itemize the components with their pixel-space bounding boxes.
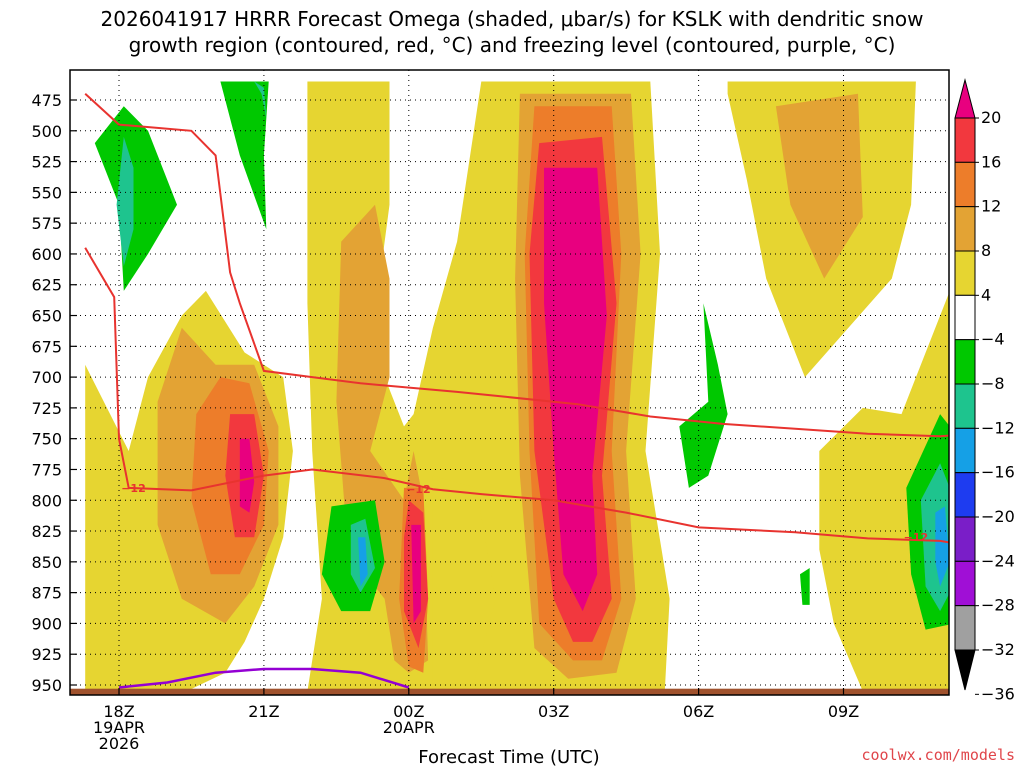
colorbar-label: 12 — [981, 197, 1001, 216]
y-axis-ticks: 475 500 525 550 575 600 625 650 675 700 725 750 775 8… — [31, 91, 77, 695]
omega-g8-upper-left — [116, 136, 134, 267]
y-tick-label: 600 — [31, 245, 62, 264]
colorbar-swatch — [954, 117, 976, 163]
y-tick-label: 525 — [31, 153, 62, 172]
colorbar-swatch — [954, 560, 976, 607]
colorbar-label: −28 — [981, 596, 1015, 615]
x-tick-label: 2026 — [99, 734, 140, 753]
omega-g4-06z — [679, 303, 728, 488]
y-tick-label: 925 — [31, 645, 62, 664]
x-tick-label: 03Z — [538, 702, 569, 721]
colorbar-swatch — [954, 427, 976, 474]
x-tick-label: 09Z — [828, 702, 859, 721]
colorbar-swatch — [954, 383, 976, 429]
omega-g4-upper-21z — [220, 81, 269, 230]
y-tick-label: 750 — [31, 430, 62, 449]
y-tick-label: 625 — [31, 276, 62, 295]
colorbar-swatch — [954, 250, 976, 296]
y-tick-label: 650 — [31, 307, 62, 326]
x-tick-label: 20APR — [383, 718, 435, 737]
colorbar-swatch — [954, 472, 976, 518]
colorbar-swatch — [954, 161, 976, 208]
colorbar-label: 4 — [981, 285, 991, 304]
y-tick-label: 900 — [31, 614, 62, 633]
colorbar-label: −36 — [981, 684, 1015, 703]
colorbar-swatch — [954, 516, 976, 562]
y-tick-label: 825 — [31, 522, 62, 541]
y-tick-label: 675 — [31, 337, 62, 356]
chart-title-line-1: 2026041917 HRRR Forecast Omega (shaded, … — [101, 7, 924, 31]
y-tick-label: 500 — [31, 122, 62, 141]
colorbar-label: −20 — [981, 507, 1015, 526]
dgz-upper-boundary — [84, 93, 949, 438]
colorbar-swatch — [954, 339, 976, 385]
credit-text: coolwx.com/models — [861, 746, 1015, 764]
colorbar-label: −24 — [981, 551, 1015, 570]
dgz-lower-boundary — [84, 247, 949, 544]
ground-layer — [70, 688, 949, 695]
plot-frame — [69, 69, 950, 696]
chart-title-line-2: growth region (contoured, red, °C) and f… — [129, 33, 896, 57]
y-tick-label: 725 — [31, 399, 62, 418]
omega-w20-lower-left — [239, 438, 255, 513]
colorbar: 20 16 12 8 4 −4 −8 −12 −16 −20 −24 −28 −32 −36 — [954, 78, 1015, 703]
colorbar-swatch — [954, 605, 976, 651]
x-tick-label: 18Z — [103, 702, 134, 721]
y-tick-label: 950 — [31, 676, 62, 695]
omega-w8-upper-06z — [775, 93, 863, 279]
x-tick-label: 21Z — [248, 702, 279, 721]
omega-g4-upper-left — [94, 106, 177, 291]
y-tick-label: 800 — [31, 491, 62, 510]
omega-yellow-tail-00z — [432, 475, 496, 692]
omega-g12-10z — [935, 506, 949, 587]
colorbar-label: 8 — [981, 241, 991, 260]
y-tick-label: 775 — [31, 460, 62, 479]
colorbar-label: −32 — [981, 640, 1015, 659]
x-axis-label: Forecast Time (UTC) — [418, 747, 599, 768]
y-tick-label: 575 — [31, 214, 62, 233]
y-tick-label: 475 — [31, 91, 62, 110]
omega-w20-column-03z — [544, 167, 607, 612]
dgz-contour-label: −12 — [121, 482, 146, 495]
colorbar-label: −8 — [981, 374, 1005, 393]
x-tick-label: 06Z — [683, 702, 714, 721]
dgz-contour-label: −12 — [406, 483, 431, 496]
dotted-grid — [70, 70, 949, 695]
colorbar-label: 16 — [981, 152, 1001, 171]
colorbar-label: 20 — [981, 108, 1001, 127]
y-tick-label: 850 — [31, 553, 62, 572]
colorbar-swatch — [954, 206, 976, 252]
colorbar-label: −12 — [981, 418, 1015, 437]
omega-g12-lower-23z — [358, 537, 368, 587]
omega-fields — [85, 81, 949, 692]
dgz-contour-label: −12 — [904, 531, 929, 544]
omega-g4-spot-08z — [800, 568, 810, 605]
ground-fill — [70, 688, 949, 695]
y-tick-label: 875 — [31, 584, 62, 603]
colorbar-label: −16 — [981, 463, 1015, 482]
colorbar-top-arrow — [954, 78, 976, 119]
colorbar-swatch — [954, 294, 976, 341]
contour-lines: −12 −12 −12 — [84, 93, 949, 689]
colorbar-label: −4 — [981, 330, 1005, 349]
x-tick-label: 00Z — [393, 702, 424, 721]
colorbar-bottom-arrow — [954, 649, 976, 691]
y-tick-label: 700 — [31, 368, 62, 387]
freezing-level-line — [118, 667, 410, 689]
omega-w20-column-00z — [411, 524, 421, 624]
omega-g8-upper-21z — [254, 81, 267, 119]
x-tick-label: 19APR — [93, 718, 145, 737]
y-tick-label: 550 — [31, 183, 62, 202]
